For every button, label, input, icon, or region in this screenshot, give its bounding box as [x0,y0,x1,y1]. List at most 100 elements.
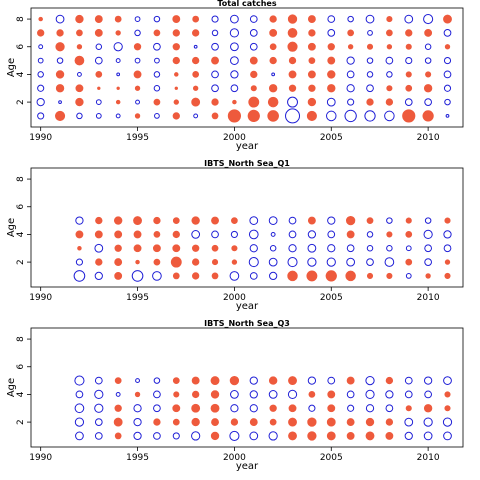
x-tick-label: 2005 [320,293,343,303]
bubble-positive [192,15,200,23]
bubble-negative [153,432,161,440]
panel-title: IBTS_North Sea_Q3 [204,319,290,328]
bubble-negative [366,258,374,266]
bubble-negative [38,44,44,50]
bubble-negative [307,257,317,267]
bubble-positive [269,56,277,65]
bubble-positive [133,70,142,79]
bubble-negative [134,57,141,64]
bubble-negative [153,85,161,92]
bubble-negative [443,70,452,79]
bubble-negative [366,231,374,238]
y-axis-label: Age [6,218,17,237]
bubble-positive [327,70,336,79]
bubble-negative [307,230,317,239]
bubble-negative [115,58,121,64]
y-tick-label: 8 [16,16,26,22]
bubble-negative [211,70,219,79]
x-tick-label: 2000 [223,293,246,303]
bubble-negative [230,390,239,399]
bubble-negative [307,376,317,385]
bubble-positive [152,244,161,253]
bubble-positive [366,272,374,279]
bubble-positive [191,216,200,225]
bubble-positive [174,86,178,90]
bubble-positive [191,376,200,385]
bubble-negative [248,229,259,240]
bubble-positive [306,270,318,282]
bubble-positive [153,216,161,225]
bubble-negative [94,376,103,385]
y-axis-label: Age [6,58,17,77]
bubble-negative [308,404,316,412]
bubble-positive [113,216,123,225]
bubble-positive [346,376,355,385]
bubble-negative [230,56,239,65]
bubble-positive [269,43,277,51]
bubble-positive [210,390,220,399]
bubble-negative [95,113,102,119]
bubble-positive [76,29,83,37]
bubble-negative [404,14,414,24]
bubble-negative [386,217,393,224]
x-tick-label: 1990 [29,133,52,143]
bubble-positive [405,217,412,224]
bubble-negative [344,109,357,123]
bubble-positive [288,70,297,79]
bubble-positive [405,71,412,78]
bubble-negative [249,15,258,23]
bubble-positive [444,44,451,50]
bubble-positive [287,28,298,38]
bubble-positive [192,244,200,252]
bubble-positive [247,109,260,123]
bubble-positive [268,84,278,93]
bubble-positive [443,14,452,24]
bubble-negative [229,28,240,38]
bubble-negative [55,14,65,24]
bubble-positive [192,272,200,280]
bubble-positive [231,245,238,252]
bubble-positive [172,112,180,120]
bubble-positive [227,109,241,123]
bubble-positive [268,376,278,385]
bubble-negative [423,229,433,240]
bubble-negative [249,42,258,51]
bubble-negative [249,272,258,280]
bubble-negative [76,71,82,77]
bubble-positive [135,259,140,265]
bubble-positive [94,15,103,23]
bubble-negative [211,42,219,51]
bubble-positive [133,244,142,253]
bubble-negative [249,29,258,37]
bubble-negative [94,243,104,253]
bubble-positive [269,15,277,23]
bubble-negative [74,417,85,427]
bubble-positive [97,86,101,90]
bubble-positive [386,16,393,23]
bubble-negative [366,245,374,252]
bubble-positive [347,44,354,50]
bubble-positive [114,272,123,280]
bubble-negative [94,56,103,65]
bubble-negative [211,29,219,37]
bubble-positive [422,110,434,122]
bubble-negative [443,84,452,92]
x-tick-label: 2010 [417,293,440,303]
bubble-negative [287,389,298,400]
bubble-positive [288,56,297,65]
panel-ibts-north-sea-q1: IBTS_North Sea_Q1 1990 1995 2000 2005 2010 2 4 6… [6,159,464,312]
bubble-positive [307,42,316,51]
bubble-positive [365,417,375,427]
bubble-positive [269,418,277,426]
bubble-negative [287,257,298,268]
bubble-positive [172,418,180,426]
plot-frame [30,7,464,128]
bubble-negative [75,390,84,399]
bubble-positive [425,273,431,279]
bubble-positive [134,85,141,91]
bubble-negative [404,431,413,441]
bubble-positive [425,71,432,78]
bubble-positive [405,258,413,266]
bubble-negative [249,244,258,253]
bubble-negative [74,375,85,386]
